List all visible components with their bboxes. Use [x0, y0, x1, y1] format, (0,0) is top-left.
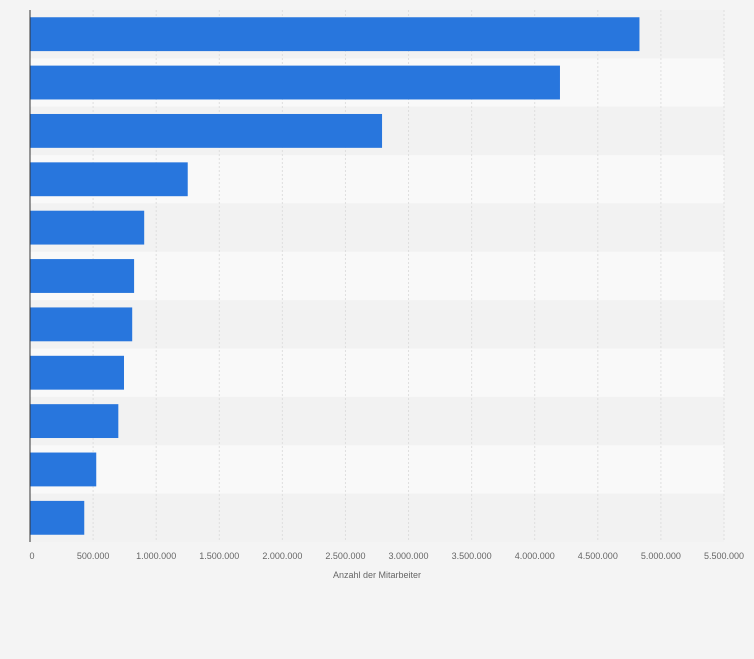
row-band — [30, 300, 724, 349]
bar[interactable] — [30, 113, 383, 148]
x-tick-label: 2.000.000 — [262, 551, 302, 561]
x-tick-label: 500.000 — [77, 551, 110, 561]
bars — [30, 17, 640, 535]
x-tick-label: 4.500.000 — [578, 551, 618, 561]
bar[interactable] — [30, 210, 145, 245]
x-tick-label: 4.000.000 — [515, 551, 555, 561]
bar[interactable] — [30, 65, 560, 100]
bar[interactable] — [30, 162, 188, 197]
x-tick-label: 3.000.000 — [389, 551, 429, 561]
x-tick-labels: 0 500.000 1.000.000 1.500.000 2.000.000 2.500… — [29, 551, 744, 561]
bar[interactable] — [30, 500, 85, 535]
x-tick-label: 0 — [29, 551, 34, 561]
x-tick-label: 5.500.000 — [704, 551, 744, 561]
row-bands — [30, 10, 724, 542]
bar[interactable] — [30, 259, 135, 293]
bar[interactable] — [30, 307, 133, 342]
row-band — [30, 251, 724, 301]
row-band — [30, 493, 724, 542]
bar[interactable] — [30, 404, 119, 439]
x-tick-label: 1.000.000 — [136, 551, 176, 561]
x-tick-label: 3.500.000 — [452, 551, 492, 561]
row-band — [30, 396, 724, 446]
row-band — [30, 445, 724, 494]
x-axis-title: Anzahl der Mitarbeiter — [333, 570, 421, 580]
row-band — [30, 203, 724, 252]
x-tick-label: 5.000.000 — [641, 551, 681, 561]
bar[interactable] — [30, 452, 97, 487]
row-band — [30, 348, 724, 397]
x-tick-label: 2.500.000 — [325, 551, 365, 561]
bar[interactable] — [30, 355, 125, 390]
x-tick-label: 1.500.000 — [199, 551, 239, 561]
bar[interactable] — [30, 17, 640, 52]
